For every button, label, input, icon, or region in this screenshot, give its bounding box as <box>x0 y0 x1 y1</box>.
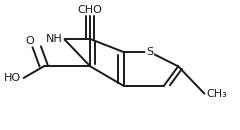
Text: NH: NH <box>46 34 63 44</box>
Text: S: S <box>146 47 153 57</box>
Text: HO: HO <box>4 73 21 83</box>
Text: CH₃: CH₃ <box>207 89 228 99</box>
Text: O: O <box>26 36 34 46</box>
Text: CHO: CHO <box>78 5 103 15</box>
